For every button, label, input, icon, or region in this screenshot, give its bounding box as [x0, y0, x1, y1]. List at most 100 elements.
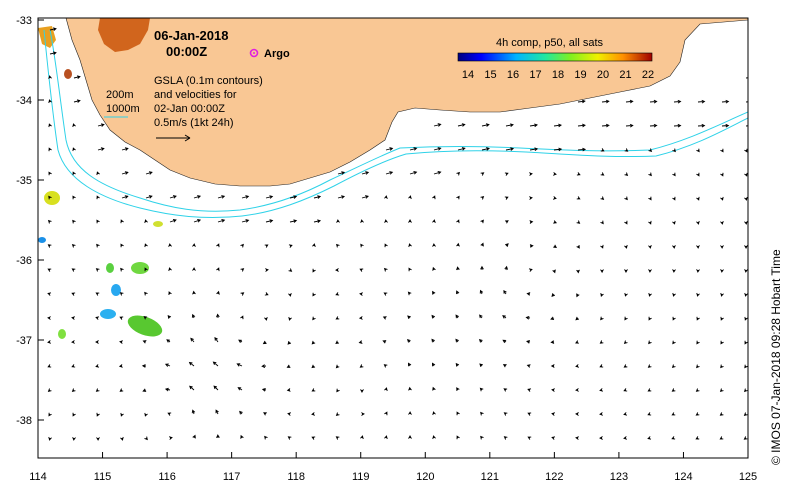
velocity-arrow-icon	[48, 147, 52, 152]
velocity-arrow-icon	[600, 244, 604, 249]
velocity-arrow-icon	[167, 412, 172, 416]
velocity-arrow-icon	[480, 435, 484, 440]
velocity-arrow-icon	[263, 412, 267, 416]
gsla-annotation: GSLA (0.1m contours) and velocities for …	[154, 75, 263, 129]
x-tick-label: 116	[158, 471, 176, 483]
velocity-arrow-icon	[744, 364, 748, 369]
velocity-arrow-icon	[217, 219, 226, 223]
velocity-arrow-icon	[335, 364, 340, 369]
velocity-arrow-icon	[48, 412, 52, 417]
velocity-arrow-icon	[672, 220, 676, 225]
gsla-line-3: 02-Jan 00:00Z	[154, 103, 225, 115]
velocity-arrow-icon	[311, 412, 316, 416]
velocity-arrow-icon	[503, 289, 507, 295]
velocity-arrow-icon	[720, 220, 724, 225]
velocity-arrow-icon	[502, 315, 507, 319]
velocity-arrow-icon	[240, 434, 244, 439]
velocity-arrow-icon	[696, 148, 700, 153]
velocity-arrow-icon	[71, 268, 76, 272]
velocity-arrow-icon	[217, 195, 226, 199]
velocity-arrow-icon	[335, 436, 340, 440]
credit-text: © IMOS 07-Jan-2018 09:28 Hobart Time	[769, 249, 783, 465]
velocity-arrow-icon	[480, 411, 484, 416]
contour-200-label: 200m	[106, 89, 134, 101]
x-tick-label: 114	[29, 471, 47, 483]
velocity-arrow-icon	[120, 412, 124, 417]
velocity-arrow-icon	[648, 292, 652, 297]
velocity-arrow-icon	[432, 386, 436, 391]
velocity-arrow-icon	[526, 340, 531, 344]
gsla-line-4: 0.5m/s (1kt 24h)	[154, 117, 233, 129]
velocity-arrow-icon	[744, 340, 748, 345]
velocity-arrow-icon	[505, 220, 509, 224]
x-axis-ticks: 114 115 116 117 118 119 120 121 122 123 124 125	[29, 452, 757, 483]
velocity-arrow-icon	[527, 388, 532, 392]
velocity-arrow-icon	[743, 412, 748, 416]
velocity-arrow-icon	[550, 340, 555, 344]
velocity-arrow-icon	[264, 435, 268, 440]
velocity-arrow-icon	[647, 364, 652, 368]
velocity-arrow-icon	[504, 196, 509, 200]
velocity-arrow-icon	[144, 436, 148, 441]
velocity-arrow-icon	[744, 221, 748, 225]
velocity-arrow-icon	[671, 412, 676, 416]
velocity-arrow-icon	[481, 147, 490, 151]
velocity-arrow-icon	[601, 99, 610, 104]
y-tick-label: -36	[16, 255, 32, 267]
velocity-arrow-icon	[696, 364, 700, 369]
velocity-arrow-icon	[432, 435, 436, 440]
velocity-arrow-icon	[120, 436, 124, 441]
velocity-arrow-icon	[599, 364, 604, 368]
velocity-arrow-icon	[408, 362, 412, 367]
velocity-arrow-icon	[95, 340, 99, 344]
velocity-arrow-icon	[360, 435, 364, 440]
velocity-arrow-icon	[745, 125, 748, 127]
velocity-arrow-icon	[648, 196, 652, 201]
velocity-arrow-icon	[623, 436, 628, 440]
velocity-arrow-icon	[287, 341, 292, 345]
velocity-arrow-icon	[457, 123, 466, 127]
velocity-arrow-icon	[384, 435, 388, 440]
velocity-arrow-icon	[262, 340, 267, 345]
warm-sst-patch	[98, 18, 150, 52]
velocity-arrow-icon	[672, 340, 676, 345]
velocity-arrow-icon	[529, 196, 533, 200]
velocity-arrow-icon	[47, 340, 52, 344]
velocity-arrow-icon	[191, 313, 196, 319]
velocity-arrow-icon	[95, 364, 100, 368]
velocity-arrow-icon	[48, 436, 52, 441]
contour-1000-label: 1000m	[106, 103, 140, 115]
velocity-arrow-icon	[649, 99, 658, 104]
velocity-arrow-icon	[432, 195, 436, 200]
velocity-arrow-icon	[95, 388, 100, 392]
velocity-arrow-icon	[73, 75, 81, 79]
velocity-arrow-icon	[164, 363, 171, 367]
velocity-arrow-icon	[696, 220, 700, 225]
colorbar-ticks: 14 15 16 17 18 19 20 21 22	[462, 69, 654, 81]
velocity-arrow-icon	[72, 219, 76, 224]
velocity-arrow-icon	[529, 123, 538, 128]
velocity-arrow-icon	[599, 340, 604, 344]
velocity-arrow-icon	[695, 412, 700, 416]
velocity-arrow-icon	[673, 123, 682, 128]
velocity-arrow-icon	[671, 364, 676, 369]
velocity-arrow-icon	[313, 195, 322, 199]
velocity-arrow-icon	[456, 171, 461, 176]
colorbar-tick-label: 14	[462, 69, 474, 81]
velocity-arrow-icon	[142, 388, 147, 392]
velocity-arrow-icon	[359, 268, 364, 272]
velocity-arrow-icon	[575, 412, 579, 416]
velocity-arrow-icon	[168, 267, 172, 272]
velocity-arrow-icon	[119, 316, 124, 320]
velocity-arrow-icon	[120, 267, 124, 272]
velocity-arrow-icon	[239, 410, 243, 415]
velocity-arrow-icon	[382, 340, 387, 344]
velocity-arrow-icon	[384, 219, 388, 223]
velocity-arrow-icon	[623, 388, 628, 392]
velocity-arrow-icon	[648, 148, 653, 153]
velocity-arrow-icon	[312, 268, 316, 273]
velocity-arrow-icon	[72, 171, 76, 176]
velocity-arrow-icon	[478, 338, 483, 343]
velocity-arrow-icon	[265, 219, 274, 223]
